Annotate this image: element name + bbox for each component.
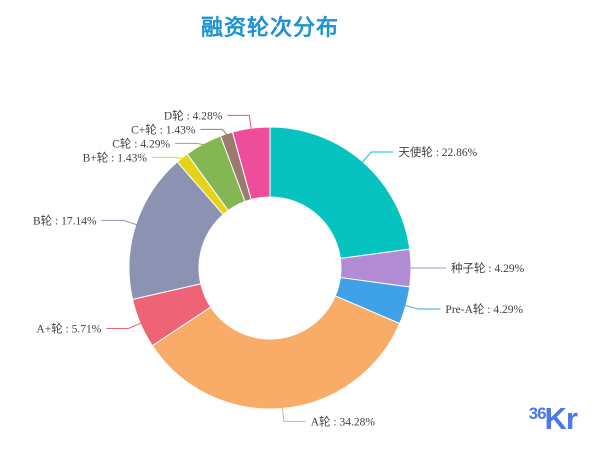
slice-label-C轮: C轮 : 4.29% bbox=[112, 136, 170, 150]
slice-label-B轮: B轮 : 17.14% bbox=[33, 213, 97, 227]
slice-label-Pre-A轮: Pre-A轮 : 4.29% bbox=[445, 302, 523, 316]
label-line-B+轮 bbox=[151, 156, 183, 160]
pie-slice-D轮[interactable] bbox=[231, 126, 271, 201]
label-line-D轮 bbox=[227, 114, 252, 130]
slice-label-天使轮: 天使轮 : 22.86% bbox=[398, 145, 477, 159]
slice-label-A+轮: A+轮 : 5.71% bbox=[36, 321, 101, 335]
logo-kr-text: Kr bbox=[544, 401, 578, 436]
slice-label-A轮: A轮 : 34.28% bbox=[311, 414, 376, 428]
36kr-logo: 36 Kr bbox=[528, 401, 578, 436]
label-line-C轮 bbox=[175, 142, 204, 146]
slice-label-种子轮: 种子轮 : 4.29% bbox=[451, 261, 525, 275]
pie-slice-B轮[interactable] bbox=[128, 161, 224, 300]
slice-label-D轮: D轮 : 4.28% bbox=[164, 108, 223, 122]
label-line-C+轮 bbox=[200, 128, 228, 136]
slice-label-B+轮: B+轮 : 1.43% bbox=[83, 150, 148, 164]
logo-36-text: 36 bbox=[528, 404, 547, 423]
pie-slice-天使轮[interactable] bbox=[269, 126, 411, 260]
label-line-A+轮 bbox=[106, 322, 142, 329]
label-line-Pre-A轮 bbox=[404, 304, 441, 310]
label-line-A轮 bbox=[281, 407, 306, 422]
slice-label-C+轮: C+轮 : 1.43% bbox=[131, 122, 196, 136]
label-line-B轮 bbox=[101, 219, 138, 226]
label-line-天使轮 bbox=[361, 151, 394, 163]
pie-slice-A轮[interactable] bbox=[151, 295, 401, 410]
chart-title: 融资轮次分布 bbox=[200, 15, 339, 40]
